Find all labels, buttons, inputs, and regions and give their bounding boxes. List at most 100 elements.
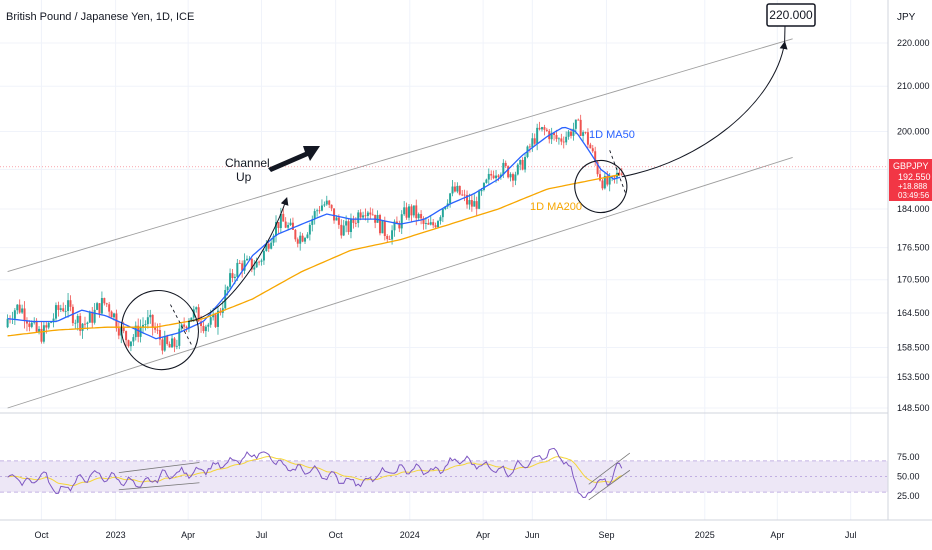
time-tick-11: Jul [845, 530, 857, 540]
candle-body-169 [415, 205, 418, 219]
rsi-channel-upper-2024 [588, 452, 631, 485]
candle-body-195 [478, 191, 481, 209]
candle-body-71 [178, 328, 181, 346]
candle-body-180 [441, 209, 444, 218]
candle-body-202 [495, 175, 498, 179]
candle-body-10 [30, 322, 33, 327]
ma200-label: 1D MA200 [530, 201, 582, 213]
candle-body-166 [408, 206, 410, 218]
candle-body-156 [383, 220, 386, 237]
candle-body-91 [226, 286, 229, 291]
candle-body-69 [173, 338, 176, 347]
candle-body-103 [255, 261, 258, 268]
candle-body-23 [62, 308, 65, 312]
candle-body-134 [330, 204, 333, 209]
candle-body-93 [231, 273, 234, 278]
candle-body-43 [110, 311, 113, 318]
rsi-line [7, 447, 623, 499]
candle-body-234 [572, 128, 575, 136]
candle-body-94 [233, 276, 236, 278]
candle-body-122 [301, 235, 304, 242]
channel-label-line2: Up [236, 170, 252, 184]
candle-body-172 [422, 218, 425, 224]
candle-body-175 [429, 222, 432, 225]
candle-body-16 [45, 325, 48, 328]
candle-body-226 [553, 132, 556, 136]
candle-body-142 [349, 218, 352, 232]
channel-lines [0, 38, 888, 409]
currency-label[interactable]: JPY [897, 12, 916, 23]
candle-body-165 [405, 207, 408, 218]
candle-body-147 [362, 215, 365, 218]
candle-body-35 [91, 312, 94, 323]
candle-body-218 [533, 138, 536, 144]
candle-body-159 [391, 230, 394, 240]
candle-body-148 [364, 215, 367, 217]
candle-body-212 [519, 159, 522, 165]
target-box [766, 3, 816, 27]
candle-body-114 [282, 213, 285, 222]
candle-body-107 [265, 243, 268, 252]
price-tag-price: 192.550 [898, 172, 931, 182]
candle-body-193 [473, 201, 476, 207]
candle-body-70 [175, 345, 178, 347]
candle-body-184 [451, 186, 454, 194]
candle-body-254 [620, 173, 623, 175]
candle-body-164 [403, 207, 406, 215]
candle-body-61 [154, 327, 157, 330]
candle-body-117 [289, 222, 292, 226]
candle-body-33 [86, 322, 89, 324]
candle-body-211 [516, 164, 519, 175]
candle-body-66 [166, 336, 169, 344]
candle-body-12 [35, 320, 38, 332]
time-tick-6: Apr [476, 530, 490, 540]
time-tick-3: Jul [256, 530, 268, 540]
candle-body-179 [439, 217, 442, 222]
candle-body-127 [313, 211, 316, 220]
target-callout[interactable]: 220.000 [766, 3, 816, 27]
candle-body-78 [195, 307, 198, 310]
rsi-channel-upper-2023 [118, 462, 200, 473]
candle-body-227 [555, 135, 558, 140]
candle-body-19 [52, 318, 55, 323]
time-tick-5: 2024 [400, 530, 420, 540]
candle-body-151 [371, 214, 374, 216]
candle-body-97 [241, 263, 244, 271]
candle-body-92 [229, 273, 232, 287]
candle-body-76 [190, 317, 193, 322]
candle-body-98 [243, 260, 246, 271]
ellipse-2023 [120, 289, 199, 371]
candle-body-220 [538, 127, 541, 130]
candle-body-177 [434, 225, 437, 228]
candle-body-232 [567, 131, 570, 137]
candle-body-104 [258, 261, 261, 263]
candle-body-248 [606, 175, 609, 185]
candle-body-21 [57, 305, 60, 310]
candle-body-7 [23, 308, 26, 321]
candle-body-157 [386, 236, 389, 240]
candle-body-174 [427, 223, 430, 225]
candle-body-30 [79, 315, 82, 331]
rsi-lines [7, 447, 631, 501]
candle-body-185 [453, 186, 456, 192]
candle-body-190 [466, 195, 469, 205]
candle-body-87 [216, 310, 219, 327]
candle-body-112 [277, 222, 280, 229]
candle-body-171 [420, 214, 423, 219]
candle-body-219 [536, 127, 539, 144]
candle-body-194 [475, 201, 478, 209]
candle-body-31 [81, 323, 84, 331]
candle-body-155 [381, 220, 384, 234]
candle-body-131 [323, 204, 326, 206]
time-tick-9: 2025 [695, 530, 715, 540]
candle-body-183 [449, 193, 452, 204]
time-scale[interactable]: Oct 2023 Apr Jul Oct 2024 Apr Jun Sep 2025 Apr Jul [34, 530, 856, 540]
candle-body-0 [6, 318, 9, 328]
candle-body-86 [214, 314, 217, 327]
candle-body-149 [366, 212, 369, 216]
candle-body-200 [490, 173, 493, 176]
candle-body-249 [608, 176, 611, 185]
rsi-scale[interactable]: 75.00 50.00 25.00 [897, 452, 920, 501]
candle-body-57 [144, 324, 147, 325]
